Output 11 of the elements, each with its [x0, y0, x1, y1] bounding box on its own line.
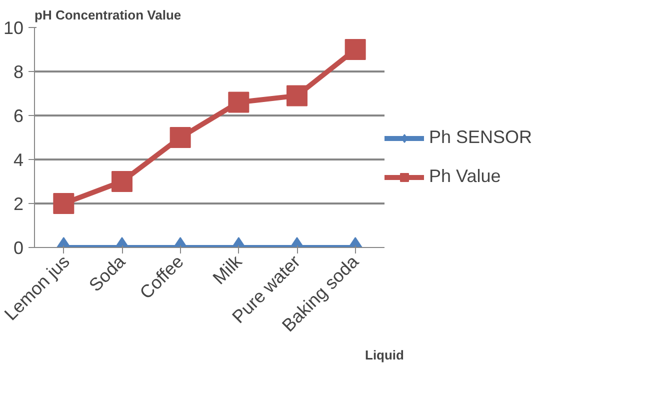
y-tick-label: 6: [13, 106, 24, 126]
y-tick-label: 10: [3, 18, 24, 38]
y-tick-label: 2: [13, 194, 24, 214]
x-tick-label: Milk: [208, 250, 246, 288]
legend-label: Ph SENSOR: [429, 127, 532, 148]
chart-title: pH Concentration Value: [34, 8, 182, 22]
y-tick-label: 0: [13, 238, 24, 258]
y-tick-label: 8: [13, 62, 24, 82]
x-axis-title: Liquid: [365, 348, 404, 363]
legend-label: Ph Value: [429, 166, 501, 187]
y-tick-label: 4: [13, 150, 24, 170]
